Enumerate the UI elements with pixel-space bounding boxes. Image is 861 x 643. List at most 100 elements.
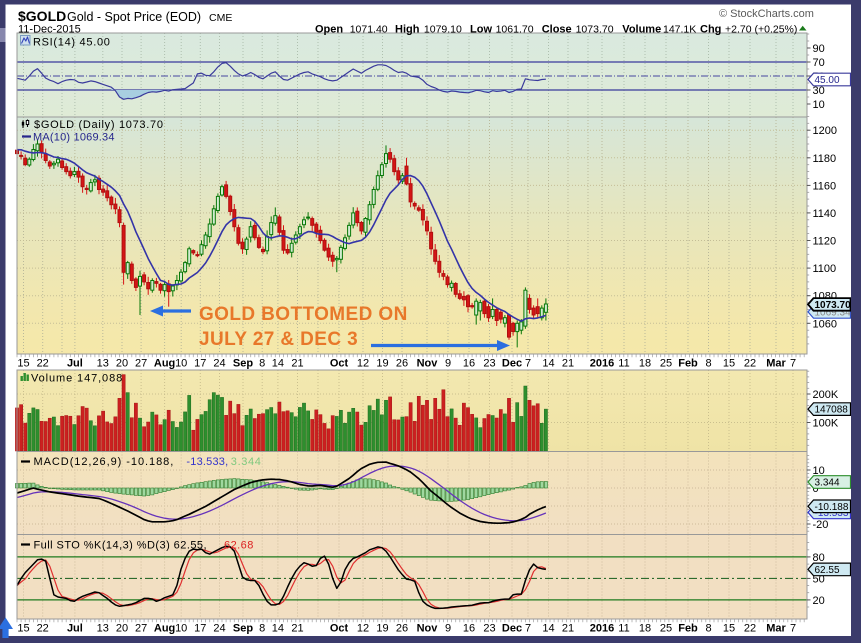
svg-text:23: 23 (483, 358, 495, 370)
svg-text:Low: Low (470, 24, 492, 36)
svg-text:13: 13 (97, 623, 109, 635)
svg-text:Mar: Mar (766, 622, 786, 634)
svg-text:Jul: Jul (67, 357, 83, 369)
svg-text:$GOLD: $GOLD (18, 8, 66, 24)
svg-text:14: 14 (542, 358, 554, 370)
svg-text:Open: Open (315, 24, 343, 36)
svg-text:26: 26 (396, 358, 408, 370)
svg-text:12: 12 (357, 623, 369, 635)
svg-text:62.55: 62.55 (815, 565, 840, 576)
svg-text:16: 16 (463, 623, 475, 635)
svg-text:17: 17 (194, 623, 206, 635)
svg-text:-10.188: -10.188 (815, 502, 849, 513)
svg-text:19: 19 (376, 358, 388, 370)
svg-text:Aug: Aug (154, 357, 175, 369)
svg-text:100K: 100K (813, 418, 839, 430)
svg-text:147088: 147088 (815, 405, 849, 416)
svg-text:Oct: Oct (330, 357, 349, 369)
svg-text:20: 20 (116, 623, 128, 635)
svg-text:10: 10 (813, 465, 825, 477)
svg-text:7: 7 (525, 623, 531, 635)
svg-text:1100: 1100 (813, 263, 837, 275)
svg-text:Volume 147,088: Volume 147,088 (31, 373, 123, 385)
svg-text:Oct: Oct (330, 622, 349, 634)
svg-text:Gold - Spot Price (EOD): Gold - Spot Price (EOD) (67, 10, 201, 24)
svg-text:-20: -20 (813, 519, 829, 531)
svg-text:Dec: Dec (502, 622, 522, 634)
svg-text:20: 20 (116, 358, 128, 370)
svg-text:30: 30 (813, 85, 825, 97)
svg-text:$GOLD (Daily) 1073.70: $GOLD (Daily) 1073.70 (34, 119, 164, 131)
svg-text:1160: 1160 (813, 180, 837, 192)
svg-text:25: 25 (660, 623, 672, 635)
svg-text:80: 80 (813, 552, 825, 564)
svg-text:45.00: 45.00 (815, 75, 840, 86)
svg-text:14: 14 (272, 623, 284, 635)
svg-text:3.344: 3.344 (815, 478, 840, 489)
svg-text:17: 17 (194, 358, 206, 370)
svg-text:70: 70 (813, 57, 825, 69)
svg-text:1180: 1180 (813, 153, 837, 165)
svg-text:Sep: Sep (233, 622, 253, 634)
svg-text:200K: 200K (813, 389, 839, 401)
svg-text:MACD(12,26,9) -10.188,: MACD(12,26,9) -10.188, (34, 456, 175, 468)
svg-text:27: 27 (135, 358, 147, 370)
svg-text:8: 8 (259, 358, 265, 370)
svg-text:21: 21 (562, 358, 574, 370)
svg-text:GOLD BOTTOMED ON: GOLD BOTTOMED ON (199, 304, 408, 325)
svg-text:1073.70: 1073.70 (576, 24, 614, 36)
svg-text:15: 15 (17, 623, 29, 635)
svg-text:11: 11 (618, 623, 629, 635)
svg-text:21: 21 (291, 358, 303, 370)
svg-text:1073.70: 1073.70 (815, 300, 852, 311)
svg-text:9: 9 (445, 358, 451, 370)
svg-text:1071.40: 1071.40 (350, 24, 388, 36)
svg-text:12: 12 (357, 358, 369, 370)
svg-text:Feb: Feb (678, 357, 698, 369)
svg-text:7: 7 (525, 358, 531, 370)
svg-text:RSI(14) 45.00: RSI(14) 45.00 (33, 37, 111, 49)
svg-text:18: 18 (639, 623, 651, 635)
svg-text:Volume: Volume (622, 24, 661, 36)
svg-text:11-Dec-2015: 11-Dec-2015 (18, 24, 81, 36)
svg-text:15: 15 (723, 623, 735, 635)
svg-text:18: 18 (639, 358, 651, 370)
svg-text:62.68: 62.68 (224, 540, 254, 552)
svg-text:1061.70: 1061.70 (496, 24, 534, 36)
svg-text:1060: 1060 (813, 318, 837, 330)
svg-text:24: 24 (213, 358, 225, 370)
svg-text:147.1K: 147.1K (663, 24, 696, 36)
svg-text:15: 15 (723, 358, 735, 370)
svg-text:10: 10 (175, 358, 187, 370)
svg-text:8: 8 (705, 358, 711, 370)
svg-text:8: 8 (705, 623, 711, 635)
svg-text:16: 16 (463, 358, 475, 370)
svg-text:Feb: Feb (678, 622, 698, 634)
svg-text:High: High (395, 24, 420, 36)
svg-text:-13.533: -13.533 (815, 508, 849, 519)
svg-text:Nov: Nov (417, 622, 439, 634)
svg-text:22: 22 (744, 358, 756, 370)
svg-text:14: 14 (272, 358, 284, 370)
svg-text:0: 0 (813, 483, 819, 495)
svg-text:1120: 1120 (813, 236, 837, 248)
svg-text:Full STO %K(14,3) %D(3) 62.55,: Full STO %K(14,3) %D(3) 62.55, (34, 540, 207, 552)
svg-text:Mar: Mar (766, 357, 786, 369)
svg-text:JULY 27 & DEC 3: JULY 27 & DEC 3 (199, 329, 358, 350)
svg-text:11: 11 (618, 358, 629, 370)
svg-text:Close: Close (542, 24, 572, 36)
svg-text:Aug: Aug (154, 622, 175, 634)
svg-text:CME: CME (209, 12, 232, 24)
svg-text:3.344: 3.344 (231, 456, 262, 468)
svg-text:Jul: Jul (67, 622, 83, 634)
svg-text:21: 21 (562, 623, 574, 635)
svg-text:Dec: Dec (502, 357, 522, 369)
svg-text:50: 50 (813, 573, 825, 585)
svg-text:2016: 2016 (590, 622, 614, 634)
svg-text:1079.10: 1079.10 (424, 24, 462, 36)
svg-text:21: 21 (291, 623, 303, 635)
svg-text:14: 14 (542, 623, 554, 635)
svg-text:7: 7 (790, 623, 796, 635)
svg-text:13: 13 (97, 358, 109, 370)
svg-text:23: 23 (483, 623, 495, 635)
